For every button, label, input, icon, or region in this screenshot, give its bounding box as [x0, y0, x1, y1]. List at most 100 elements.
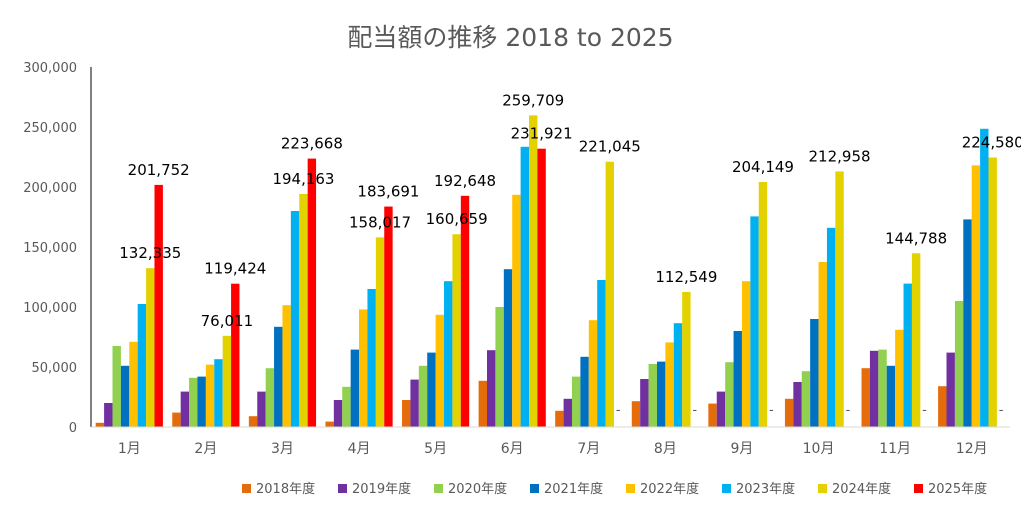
bar	[563, 398, 572, 427]
x-tick-label: 11月	[879, 441, 911, 457]
bar	[597, 280, 606, 427]
bar	[963, 219, 972, 427]
bar	[895, 329, 904, 427]
legend-label: 2025年度	[928, 481, 987, 497]
bar	[154, 184, 163, 427]
bar	[205, 364, 215, 427]
x-tick-label: 10月	[803, 441, 835, 457]
y-tick-label: 150,000	[23, 241, 77, 256]
data-label: 76,011	[201, 312, 254, 330]
bar	[682, 291, 691, 427]
data-label: 119,424	[204, 260, 266, 278]
chart-title: 配当額の推移 2018 to 2025	[347, 23, 674, 52]
bar	[869, 350, 879, 427]
bar	[605, 161, 614, 427]
bar	[104, 403, 113, 427]
legend-swatch	[914, 484, 923, 493]
bar	[716, 391, 726, 427]
bar	[903, 283, 912, 427]
bar	[801, 371, 811, 427]
bar	[248, 416, 258, 427]
data-label: 160,659	[426, 210, 488, 228]
bar	[222, 335, 232, 427]
bar	[214, 359, 223, 427]
bar	[290, 211, 300, 427]
data-label: -	[846, 403, 851, 418]
bar	[555, 410, 564, 427]
data-label: -	[692, 403, 697, 418]
bar	[367, 289, 376, 427]
bar	[342, 386, 351, 427]
legend-swatch	[338, 484, 347, 493]
data-label: 194,163	[272, 170, 334, 188]
bar	[665, 342, 674, 427]
legend-label: 2018年度	[256, 481, 315, 497]
data-label: 192,648	[434, 172, 496, 190]
bar	[673, 323, 683, 427]
legend-label: 2024年度	[832, 481, 891, 497]
x-tick-label: 1月	[118, 441, 141, 457]
data-label: 212,958	[809, 147, 871, 165]
bar	[146, 268, 155, 427]
x-tick-label: 4月	[348, 441, 371, 457]
y-tick-label: 50,000	[32, 361, 78, 376]
bar	[946, 352, 955, 427]
bar	[495, 307, 504, 427]
bar	[878, 349, 887, 427]
bar	[861, 368, 870, 427]
data-label: 201,752	[128, 161, 190, 179]
bar	[410, 379, 419, 427]
bar	[826, 227, 836, 427]
bar	[231, 283, 240, 427]
bar	[384, 206, 393, 427]
bar	[750, 216, 759, 427]
bar	[112, 346, 121, 427]
x-tick-label: 12月	[956, 441, 988, 457]
bar	[938, 386, 947, 427]
legend-swatch	[626, 484, 635, 493]
bar	[758, 182, 768, 427]
bar	[435, 314, 445, 427]
bar	[648, 364, 657, 427]
x-tick-label: 7月	[577, 441, 600, 457]
bar	[120, 365, 130, 427]
data-label: 112,549	[655, 268, 717, 286]
x-tick-label: 5月	[424, 441, 447, 457]
data-label: 223,668	[281, 135, 343, 153]
data-label: -	[616, 403, 621, 418]
bar	[741, 281, 751, 427]
bar	[580, 356, 589, 427]
bar	[274, 326, 283, 427]
bar	[257, 391, 266, 427]
bar	[460, 195, 470, 427]
bar	[172, 412, 181, 427]
bar	[971, 165, 981, 427]
legend-swatch	[530, 484, 539, 493]
data-label: 158,017	[349, 213, 411, 231]
data-label: 183,691	[357, 183, 419, 201]
data-label: 204,149	[732, 158, 794, 176]
bar	[375, 237, 385, 427]
bar	[835, 171, 844, 427]
y-tick-label: 300,000	[23, 61, 77, 76]
bar	[427, 352, 436, 427]
bar	[588, 320, 598, 427]
bar	[402, 400, 411, 427]
bar	[911, 253, 921, 427]
bar	[640, 379, 649, 427]
data-label: 224,580	[962, 134, 1021, 152]
bar	[708, 403, 717, 427]
data-label: -	[922, 403, 927, 418]
legend-label: 2022年度	[640, 481, 699, 497]
bar	[810, 319, 819, 427]
y-tick-label: 0	[69, 421, 77, 436]
y-tick-label: 100,000	[23, 301, 77, 316]
bar	[886, 365, 896, 427]
bar	[307, 158, 317, 428]
data-label: 259,709	[502, 91, 564, 109]
data-label: 221,045	[579, 138, 641, 156]
y-tick-label: 200,000	[23, 181, 77, 196]
bar	[350, 349, 360, 427]
bar	[359, 309, 368, 427]
